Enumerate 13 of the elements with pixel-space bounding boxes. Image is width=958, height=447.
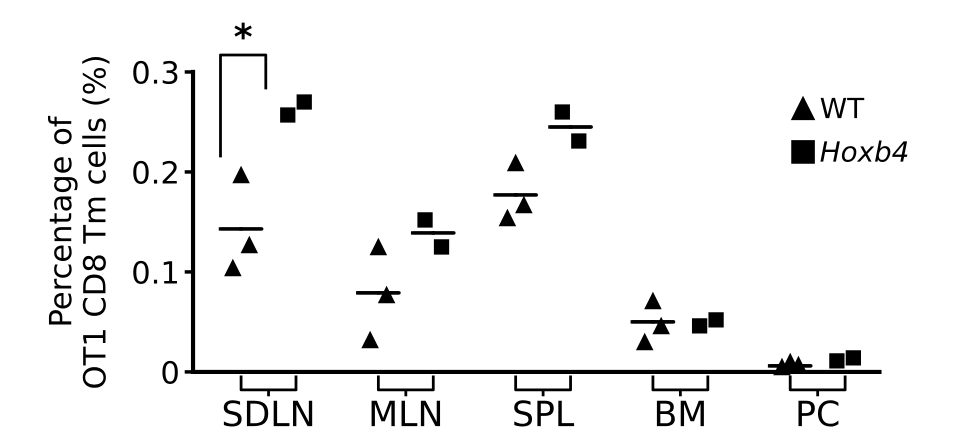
text: * <box>234 22 252 40</box>
y-axis-title: Percentage of OT1 CD8 Tm cells (%) <box>48 57 110 388</box>
x-tick-label: SPL <box>514 400 574 427</box>
x-tick-label: BM <box>656 400 704 426</box>
y-tick-label: 0 <box>162 360 178 384</box>
y-tick-label: 0.1 <box>133 260 178 284</box>
x-tick-label: PC <box>798 400 838 427</box>
legend-label: WT <box>820 98 864 118</box>
x-tick-label: SDLN <box>224 400 312 427</box>
x-tick-label: MLN <box>372 400 440 426</box>
y-tick-label: 0.3 <box>133 60 178 84</box>
legend-label: Hoxb4 <box>820 140 908 162</box>
y-tick-label: 0.2 <box>133 160 177 184</box>
